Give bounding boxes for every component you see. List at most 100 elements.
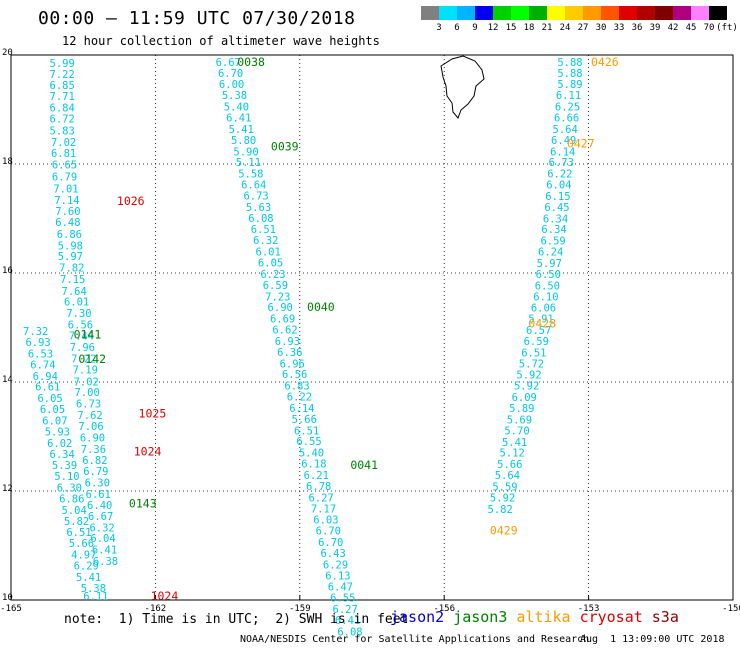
satellite-legend-entry: s3a [651, 608, 679, 626]
wave-height-value: 6.94 [33, 371, 58, 383]
color-scale-swatch [457, 6, 475, 20]
wave-height-value: 6.13 [325, 570, 350, 582]
wave-height-value: 5.97 [537, 258, 562, 270]
wave-height-value: 7.19 [73, 364, 98, 376]
wave-height-value: 6.78 [306, 481, 331, 493]
wave-height-value: 6.67 [216, 57, 241, 69]
wave-height-value: 5.40 [224, 102, 249, 114]
wave-height-value: 5.72 [519, 358, 544, 370]
wave-height-value: 6.25 [555, 102, 580, 114]
wave-height-value: 7.82 [59, 262, 84, 274]
color-scale-swatch [691, 6, 709, 20]
wave-height-value: 7.02 [74, 376, 99, 388]
wave-height-value: 6.32 [253, 235, 278, 247]
satellite-legend-entry: jason3 [453, 608, 508, 626]
wave-height-value: 5.89 [509, 403, 534, 415]
wave-height-value: 6.11 [83, 591, 108, 603]
color-scale-label: 18 [523, 23, 535, 33]
wave-height-value: 5.89 [557, 79, 582, 91]
pass-time-tag: 0141 [74, 327, 102, 341]
color-scale-label: 30 [595, 23, 607, 33]
wave-height-value: 6.51 [294, 425, 319, 437]
wave-height-value: 6.83 [284, 381, 309, 393]
wave-height-value: 5.92 [490, 492, 515, 504]
wave-height-value: 6.41 [226, 112, 251, 124]
wave-height-value: 6.62 [272, 324, 297, 336]
wave-height-value: 7.60 [55, 206, 80, 218]
pass-time-tag: 0142 [78, 352, 106, 366]
wave-height-value: 5.80 [231, 135, 256, 147]
wave-height-value: 6.51 [66, 527, 91, 539]
wave-height-value: 6.03 [313, 515, 338, 527]
pass-time-tag: 1026 [117, 194, 145, 208]
pass-time-tag: 1025 [139, 406, 167, 420]
wave-height-value: 5.92 [516, 370, 541, 382]
wave-height-value: 6.04 [546, 180, 571, 192]
wave-height-value: 5.41 [229, 124, 254, 136]
wave-height-value: 6.04 [90, 533, 115, 545]
wave-height-value: 7.14 [54, 195, 79, 207]
wave-height-value: 6.34 [541, 224, 566, 236]
wave-height-value: 7.96 [70, 342, 95, 354]
lat-tick-label: 10 [2, 593, 13, 603]
wave-height-value: 6.34 [50, 449, 75, 461]
wave-height-tracks: 5.997.226.857.716.846.725.837.026.816.65… [23, 57, 583, 639]
wave-height-value: 6.38 [93, 556, 118, 568]
wave-height-value: 6.74 [30, 359, 55, 371]
wave-height-value: 6.23 [260, 269, 285, 281]
wave-height-value: 5.70 [504, 425, 529, 437]
wave-height-value: 6.30 [85, 478, 110, 490]
wave-height-value: 7.71 [50, 91, 75, 103]
wave-height-value: 6.50 [536, 269, 561, 281]
color-scale-label: 27 [577, 23, 589, 33]
wave-height-value: 7.17 [311, 503, 336, 515]
satellite-legend-entry: altika [516, 608, 571, 626]
color-scale-label: 45 [685, 23, 697, 33]
wave-height-value: 6.11 [556, 90, 581, 102]
wave-height-value: 6.55 [296, 436, 321, 448]
wave-height-value: 6.73 [243, 190, 268, 202]
map-frame [10, 54, 734, 601]
color-scale-swatch [511, 6, 529, 20]
wave-height-value: 6.05 [37, 393, 62, 405]
wave-height-value: 6.01 [64, 297, 89, 309]
wave-height-value: 5.41 [76, 572, 101, 584]
wave-height-value: 6.53 [28, 348, 53, 360]
wave-height-value: 6.86 [57, 229, 82, 241]
satellite-legend: jason2 jason3 altika cryosat s3a [390, 608, 688, 626]
pass-time-tag: 1024 [134, 445, 162, 459]
wave-height-value: 5.10 [54, 471, 79, 483]
wave-height-value: 7.23 [265, 291, 290, 303]
generation-timestamp: Aug 1 13:09:00 UTC 2018 [580, 634, 725, 645]
wave-height-value: 6.65 [52, 159, 77, 171]
wave-height-value: 6.64 [241, 180, 266, 192]
wave-height-value: 6.00 [219, 79, 244, 91]
wave-height-value: 6.27 [333, 604, 358, 616]
wave-height-value: 5.58 [238, 169, 263, 181]
wave-height-value: 6.70 [218, 68, 243, 80]
lon-tick-label: -162 [145, 604, 167, 614]
wave-height-value: 5.93 [45, 426, 70, 438]
wave-height-value: 6.40 [87, 500, 112, 512]
wave-height-value: 6.14 [550, 146, 575, 158]
wave-height-value: 6.01 [256, 247, 281, 259]
lon-tick-label: -153 [578, 604, 600, 614]
color-scale-swatch [655, 6, 673, 20]
wave-height-value: 7.30 [66, 308, 91, 320]
wave-height-value: 7.32 [23, 326, 48, 338]
axis-ticks: -165 -162 -159 -156 -153 -150 10 12 14 16 18 20 [0, 48, 740, 614]
wave-height-value: 6.07 [42, 416, 67, 428]
wave-height-value: 5.97 [58, 251, 83, 263]
color-scale-label: 3 [436, 23, 442, 33]
wave-height-value: 6.96 [280, 358, 305, 370]
wave-height-value: 7.44 [69, 330, 94, 342]
color-scale-swatch [439, 6, 457, 20]
color-scale-label: (ft) [716, 23, 738, 33]
lon-tick-label: -150 [722, 604, 740, 614]
color-scale-label: 42 [667, 23, 679, 33]
color-scale-swatch [673, 6, 691, 20]
wave-height-value: 6.45 [544, 202, 569, 214]
color-scale-label: 33 [613, 23, 625, 33]
wave-height-value: 7.22 [50, 69, 75, 81]
wave-height-value: 6.15 [545, 191, 570, 203]
